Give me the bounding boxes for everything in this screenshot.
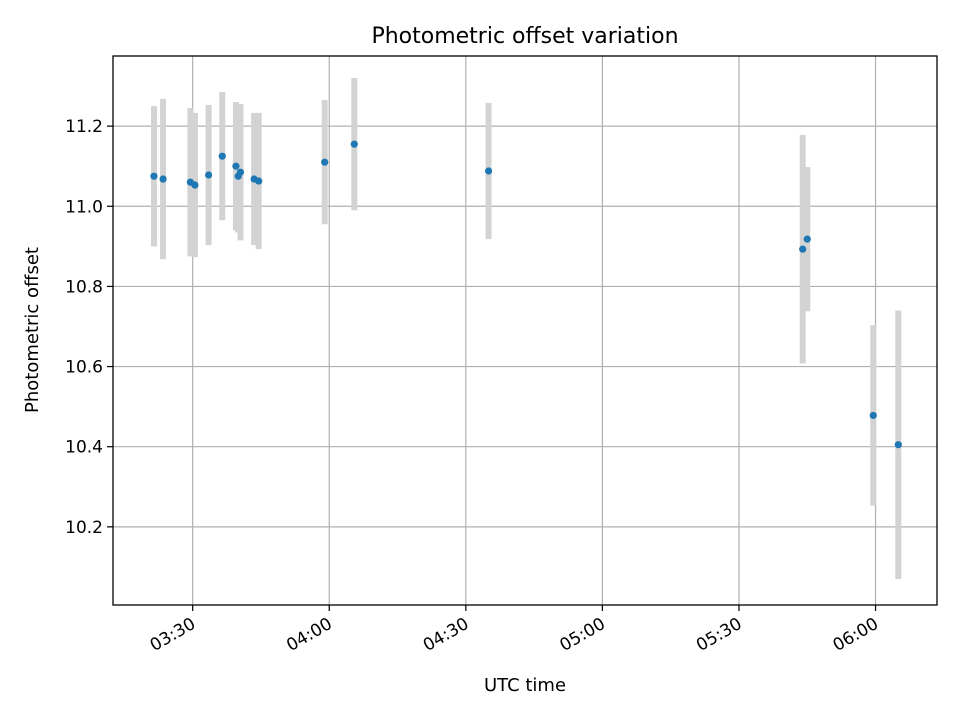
data-point <box>350 140 358 148</box>
error-bars <box>150 78 902 579</box>
y-axis-label: Photometric offset <box>22 247 43 413</box>
data-point <box>799 245 807 253</box>
data-point <box>236 168 245 176</box>
x-axis-ticks: 03:30 04:00 04:30 05:00 05:30 06:00 <box>147 605 882 656</box>
data-point <box>803 235 811 243</box>
data-point <box>894 441 902 449</box>
y-tick-label: 11.0 <box>65 197 103 217</box>
y-tick-label: 11.2 <box>65 117 103 137</box>
y-tick-label: 10.6 <box>65 358 103 378</box>
data-point <box>218 152 226 160</box>
data-point <box>255 177 263 185</box>
data-point <box>321 158 329 166</box>
chart-title: Photometric offset variation <box>371 24 678 49</box>
y-axis-ticks: 10.2 10.4 10.6 10.8 11.0 11.2 <box>65 117 113 538</box>
x-tick-label: 04:30 <box>420 614 472 656</box>
y-tick-label: 10.2 <box>65 518 103 538</box>
data-point <box>484 167 493 175</box>
data-point <box>150 172 158 180</box>
data-point <box>869 411 877 420</box>
y-tick-label: 10.4 <box>65 438 103 458</box>
x-tick-label: 05:30 <box>693 614 745 656</box>
data-point <box>232 162 240 170</box>
data-points <box>150 140 902 449</box>
y-tick-label: 10.8 <box>65 277 103 297</box>
x-tick-label: 05:00 <box>556 614 608 656</box>
data-point <box>191 181 199 189</box>
data-point <box>159 175 167 183</box>
x-tick-label: 06:00 <box>830 614 882 656</box>
x-tick-label: 04:00 <box>283 614 335 656</box>
x-tick-label: 03:30 <box>147 614 199 656</box>
x-axis-label: UTC time <box>484 675 566 696</box>
plot-frame <box>112 55 938 606</box>
data-point <box>205 171 213 179</box>
